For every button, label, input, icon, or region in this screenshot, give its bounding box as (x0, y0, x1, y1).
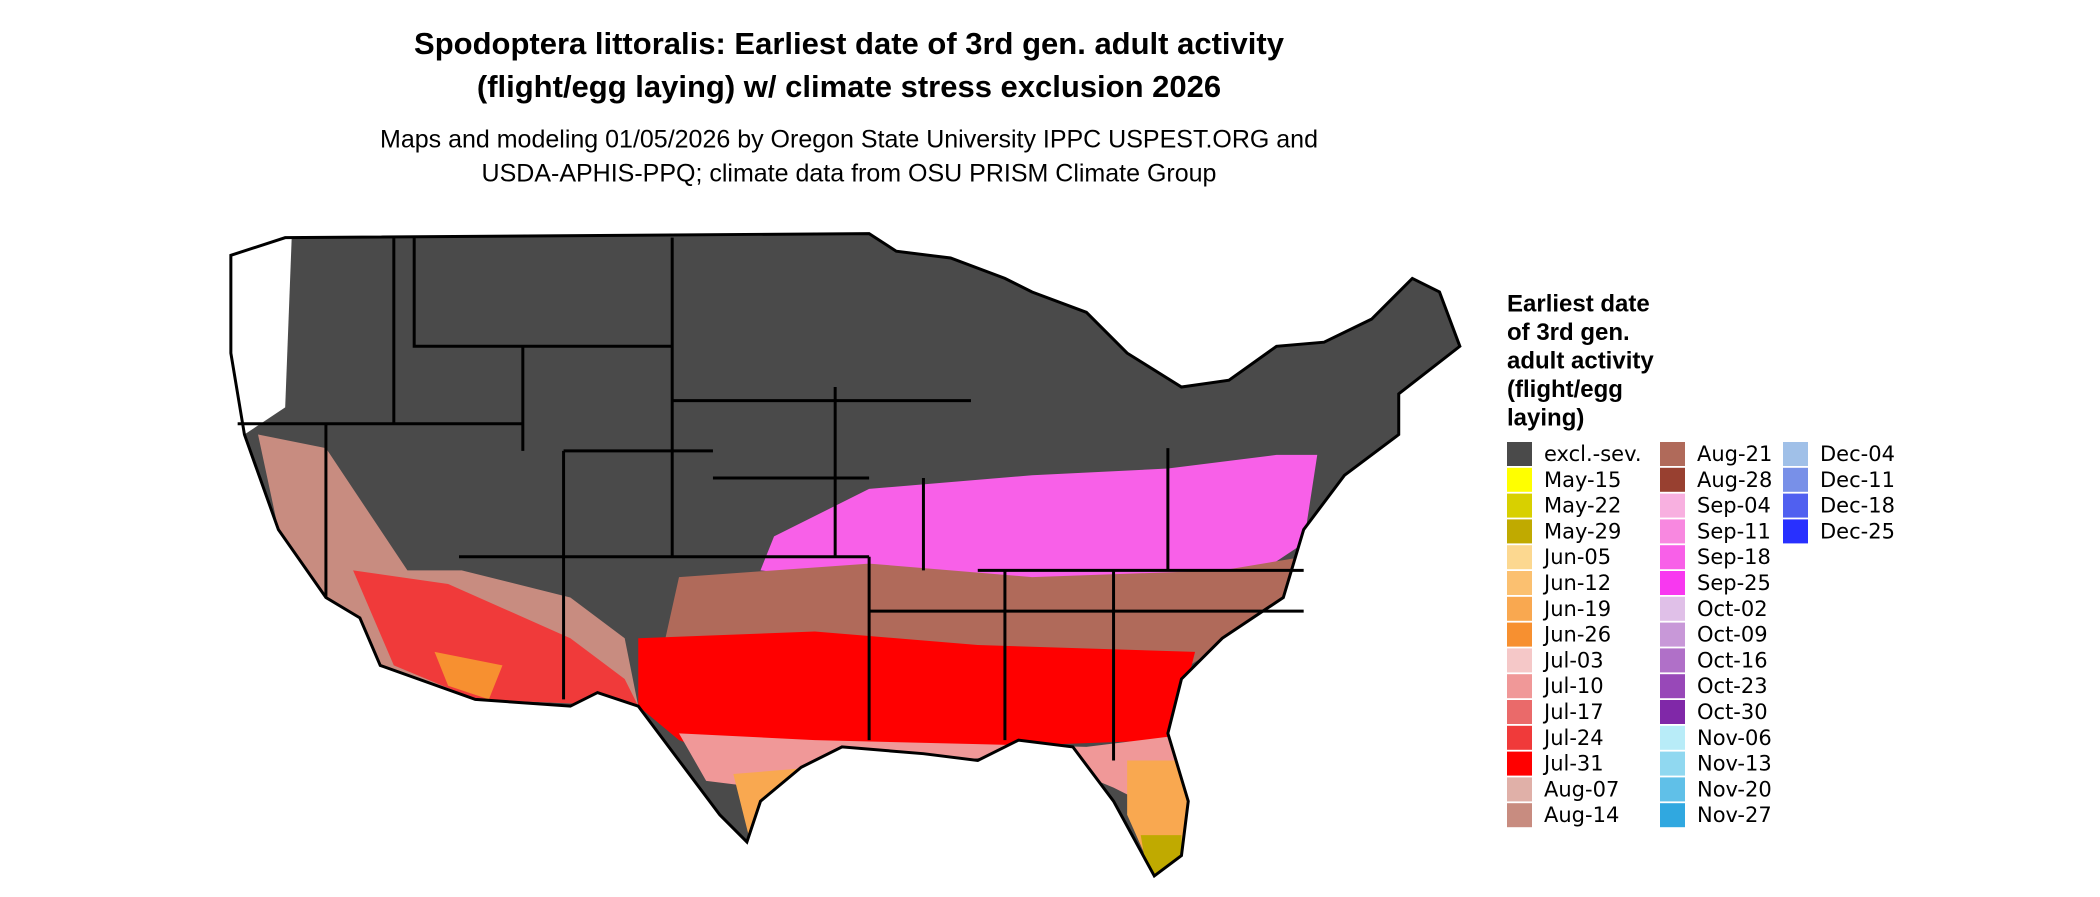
legend-label: Jun-12 (1542, 571, 1611, 595)
map-fill (230, 233, 1460, 876)
legend-swatch (1660, 648, 1685, 673)
legend-swatch (1660, 674, 1685, 699)
legend-label: Dec-11 (1820, 468, 1895, 492)
legend-swatch (1660, 545, 1685, 570)
legend-label: Jun-26 (1542, 623, 1611, 647)
legend-label: May-15 (1544, 468, 1621, 492)
legend-label: Oct-30 (1697, 700, 1768, 724)
legend-swatch (1660, 803, 1685, 828)
legend-swatch (1507, 596, 1532, 621)
legend-swatch (1783, 442, 1808, 466)
legend-title-line: laying) (1507, 404, 1584, 431)
legend-swatch (1660, 519, 1685, 544)
legend-swatch (1660, 442, 1685, 466)
legend-label: Aug-21 (1697, 442, 1772, 466)
no-data-area (230, 233, 292, 435)
legend-label: Nov-13 (1697, 752, 1772, 776)
legend-label: Nov-27 (1697, 803, 1772, 827)
legend-swatch (1507, 467, 1532, 492)
title-line: Spodoptera littoralis: Earliest date of … (414, 26, 1285, 61)
legend-swatch (1783, 519, 1808, 544)
legend-swatch (1507, 622, 1532, 647)
legend-title-line: of 3rd gen. (1507, 319, 1630, 346)
legend-label: Aug-14 (1544, 803, 1619, 827)
legend-swatch (1507, 777, 1532, 802)
legend-label: Oct-23 (1697, 674, 1768, 698)
legend-label: Jul-10 (1542, 674, 1604, 698)
zone-jul (638, 631, 1196, 761)
map (229, 232, 1462, 879)
legend-swatch (1507, 648, 1532, 673)
legend-swatch (1507, 571, 1532, 595)
legend-swatch (1660, 751, 1685, 776)
legend-label: Jul-24 (1542, 726, 1604, 750)
legend-swatch (1660, 467, 1685, 492)
legend-label: Oct-02 (1697, 597, 1768, 621)
zone-jul-late (679, 733, 1223, 815)
legend-label: Dec-25 (1820, 519, 1895, 543)
legend-swatch (1660, 777, 1685, 802)
legend-swatch (1660, 700, 1685, 724)
legend-title-line: Earliest date (1507, 290, 1650, 317)
zone-az (434, 651, 503, 700)
legend-label: Oct-16 (1697, 648, 1768, 672)
legend-label: Jul-31 (1542, 752, 1604, 776)
legend-label: Sep-18 (1697, 545, 1771, 569)
legend-swatch (1660, 596, 1685, 621)
legend-swatch (1507, 674, 1532, 699)
legend-swatch (1783, 493, 1808, 518)
legend-label: Sep-11 (1697, 519, 1771, 543)
legend-label: Nov-20 (1697, 777, 1772, 801)
legend-title-line: (flight/egg (1507, 376, 1623, 403)
legend-label: May-29 (1544, 519, 1621, 543)
subtitle-line: USDA-APHIS-PPQ; climate data from OSU PR… (482, 160, 1217, 188)
us-outline (229, 232, 1462, 879)
legend-title-line: adult activity (1507, 347, 1654, 374)
legend-label: Dec-18 (1820, 494, 1895, 518)
subtitle-line: Maps and modeling 01/05/2026 by Oregon S… (380, 126, 1318, 154)
legend-swatch (1660, 493, 1685, 518)
legend-label: Sep-25 (1697, 571, 1771, 595)
legend-swatch (1507, 700, 1532, 724)
legend-label: Jun-19 (1542, 597, 1611, 621)
legend-label: Jul-17 (1542, 700, 1604, 724)
legend-label: Aug-28 (1697, 468, 1772, 492)
legend-swatch (1507, 751, 1532, 776)
legend-label: excl.-sev. (1544, 442, 1642, 466)
legend-swatch (1507, 442, 1532, 466)
legend-swatch (1507, 803, 1532, 828)
zone-aug (665, 556, 1304, 679)
legend-label: Oct-09 (1697, 623, 1768, 647)
legend-swatch (1507, 725, 1532, 750)
title-line: (flight/egg laying) w/ climate stress ex… (477, 69, 1221, 104)
legend-swatch (1660, 622, 1685, 647)
state-borders (237, 237, 1304, 761)
legend-swatch (1507, 519, 1532, 544)
legend-label: Sep-04 (1697, 494, 1771, 518)
legend-label: May-22 (1544, 494, 1621, 518)
legend-label: Nov-06 (1697, 726, 1772, 750)
zone-southwest-red (353, 570, 639, 707)
legend-swatch (1507, 493, 1532, 518)
legend-swatch (1783, 467, 1808, 492)
legend-label: Aug-07 (1544, 777, 1619, 801)
legend-swatch (1660, 725, 1685, 750)
legend-label: Dec-04 (1820, 442, 1895, 466)
legend-swatch (1507, 545, 1532, 570)
legend-swatch (1660, 571, 1685, 595)
legend-label: Jul-03 (1542, 648, 1604, 672)
legend-label: Jun-05 (1542, 545, 1611, 569)
